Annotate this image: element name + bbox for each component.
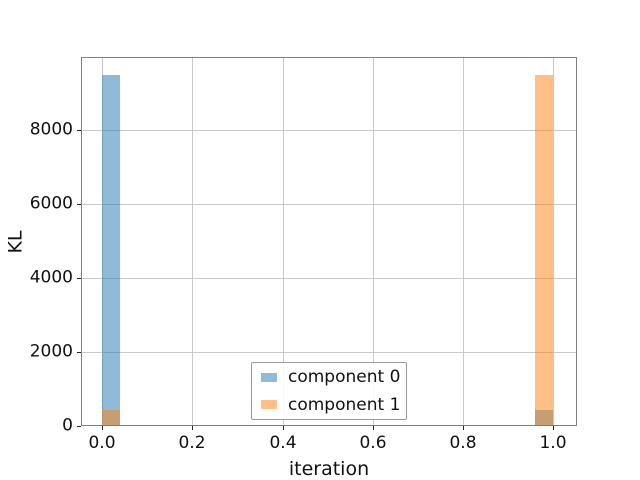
y-gridline bbox=[81, 278, 577, 279]
legend-item: component 0 bbox=[261, 367, 400, 387]
legend-item: component 1 bbox=[261, 395, 400, 415]
x-tick-label: 0.4 bbox=[269, 433, 297, 453]
x-axis-label: iteration bbox=[288, 458, 370, 480]
x-gridline bbox=[192, 57, 193, 426]
x-gridline bbox=[373, 57, 374, 426]
x-tick bbox=[192, 426, 193, 430]
y-tick-label: 4000 bbox=[29, 267, 73, 288]
x-tick-label: 0.8 bbox=[449, 433, 477, 453]
legend-label: component 1 bbox=[288, 394, 401, 415]
y-tick-label: 2000 bbox=[29, 341, 73, 362]
y-tick-label: 8000 bbox=[29, 119, 73, 140]
y-gridline bbox=[81, 130, 577, 131]
bar-component-1 bbox=[102, 410, 121, 425]
legend-swatch-icon bbox=[261, 400, 277, 410]
x-tick bbox=[373, 426, 374, 430]
legend-label: component 0 bbox=[288, 367, 401, 388]
x-tick-label: 0.2 bbox=[178, 433, 206, 453]
x-tick-label: 1.0 bbox=[539, 433, 567, 453]
y-gridline bbox=[81, 204, 577, 205]
bar-component-1 bbox=[535, 74, 554, 425]
x-gridline bbox=[463, 57, 464, 426]
x-tick bbox=[553, 426, 554, 430]
y-tick bbox=[77, 278, 81, 279]
x-tick bbox=[463, 426, 464, 430]
y-tick bbox=[77, 426, 81, 427]
x-tick-label: 0.0 bbox=[88, 433, 116, 453]
x-gridline bbox=[553, 57, 554, 426]
y-axis-label: KL bbox=[4, 229, 27, 254]
y-tick-label: 0 bbox=[62, 415, 73, 436]
legend-swatch-icon bbox=[261, 372, 277, 382]
x-tick-label: 0.6 bbox=[359, 433, 387, 453]
y-gridline bbox=[81, 352, 577, 353]
y-tick bbox=[77, 130, 81, 131]
y-tick-label: 6000 bbox=[29, 193, 73, 214]
x-gridline bbox=[283, 57, 284, 426]
bar-component-0 bbox=[102, 74, 121, 425]
y-tick bbox=[77, 352, 81, 353]
legend: component 0 component 1 bbox=[251, 362, 407, 420]
x-tick bbox=[102, 426, 103, 430]
y-tick bbox=[77, 204, 81, 205]
x-tick bbox=[283, 426, 284, 430]
